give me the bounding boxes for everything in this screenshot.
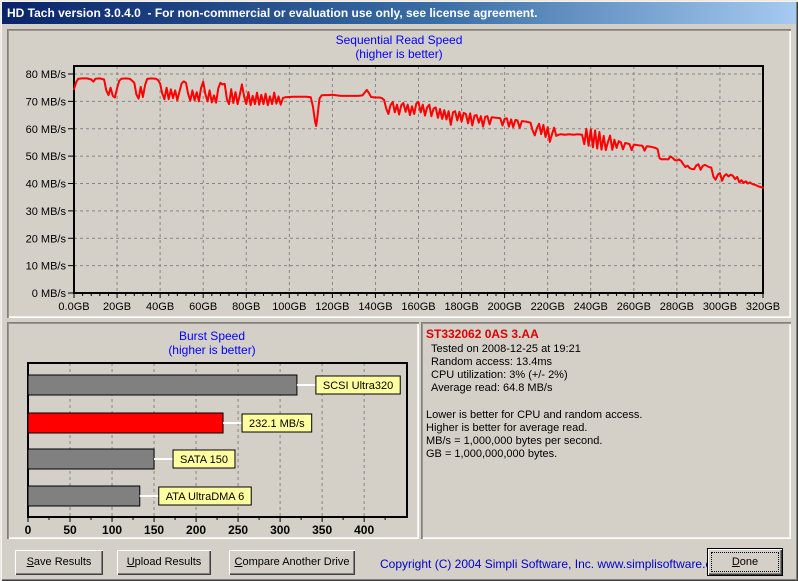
copyright-text: Copyright (C) 2004 Simpli Software, Inc.… [380, 557, 729, 571]
seq-y-tick-label: 60 MB/s [26, 124, 67, 136]
seq-chart-title: Sequential Read Speed [336, 33, 463, 47]
burst-x-tick-label: 400 [354, 523, 374, 537]
seq-x-tick-label: 40GB [146, 301, 174, 313]
burst-x-tick-label: 0 [25, 523, 32, 537]
burst-x-tick-label: 150 [144, 523, 164, 537]
seq-x-tick-label: 180GB [444, 301, 478, 313]
burst-x-tick-label: 200 [186, 523, 206, 537]
burst-bar-1 [27, 412, 224, 434]
window-title: HD Tach version 3.0.4.0 - For non-commer… [7, 6, 538, 20]
burst-bar-label-text: SATA 150 [180, 454, 228, 466]
note-gb-definition: GB = 1,000,000,000 bytes. [426, 448, 558, 460]
burst-bar-label-box [241, 413, 313, 433]
burst-bar-3 [27, 485, 141, 507]
seq-y-tick-label: 0 MB/s [32, 288, 67, 300]
seq-x-tick-label: 320GB [746, 301, 780, 313]
seq-x-tick-label: 280GB [660, 301, 694, 313]
done-button-label: Done [711, 552, 779, 572]
done-button[interactable]: Done [707, 548, 783, 576]
sequential-read-panel: 0 MB/s 10 MB/s 20 MB/s 30 MB/s 40 MB/s 50 MB/… [7, 29, 791, 318]
note-higher-better: Higher is better for average read. [426, 422, 588, 434]
seq-x-tick-label: 200GB [488, 301, 522, 313]
burst-x-tick-label: 300 [270, 523, 290, 537]
seq-y-tick-label: 80 MB/s [26, 69, 67, 81]
burst-chart-subtitle: (higher is better) [168, 343, 255, 357]
compare-another-drive-button[interactable]: Compare Another Drive [229, 550, 355, 575]
burst-bar-label-text: 232.1 MB/s [249, 418, 305, 430]
burst-axes: 0 50 100 150 200 250 300 350 400 [25, 362, 408, 537]
burst-bar-label-text: SCSI Ultra320 [323, 380, 393, 392]
burst-bar-label-box [172, 449, 236, 469]
sequential-read-chart: 0 MB/s 10 MB/s 20 MB/s 30 MB/s 40 MB/s 50 MB/… [26, 33, 780, 313]
burst-bar-0 [27, 374, 298, 396]
burst-x-tick-label: 350 [312, 523, 332, 537]
save-results-label: Save Results [26, 556, 92, 568]
title-bar[interactable]: HD Tach version 3.0.4.0 - For non-commer… [2, 2, 796, 24]
burst-speed-chart: 0 50 100 150 200 250 300 350 400 SCSI Ultra320 232… [25, 329, 408, 537]
seq-y-tick-label: 30 MB/s [26, 206, 67, 218]
seq-x-tick-label: 20GB [103, 301, 131, 313]
seq-x-tick-label: 260GB [617, 301, 651, 313]
seq-x-tick-label: 120GB [315, 301, 349, 313]
drive-name: ST332062 0AS 3.AA [426, 327, 539, 341]
notes-block: Lower is better for CPU and random acces… [425, 409, 785, 461]
average-read-line: Average read: 64.8 MB/s [431, 382, 553, 394]
seq-x-tick-label: 160GB [401, 301, 435, 313]
seq-x-tick-label: 240GB [574, 301, 608, 313]
burst-bar-label-text: ATA UltraDMA 6 [166, 491, 244, 503]
burst-x-tick-label: 50 [63, 523, 77, 537]
burst-bar-2 [27, 448, 155, 470]
save-results-button[interactable]: Save Results [15, 550, 103, 575]
seq-x-tick-label: 220GB [531, 301, 565, 313]
burst-bar-label-box [315, 375, 401, 395]
burst-x-tick-label: 100 [102, 523, 122, 537]
burst-speed-panel: 0 50 100 150 200 250 300 350 400 SCSI Ultra320 232… [7, 322, 419, 539]
burst-chart-title: Burst Speed [179, 329, 245, 343]
seq-y-tick-label: 40 MB/s [26, 179, 67, 191]
random-access-line: Random access: 13.4ms [431, 356, 553, 368]
seq-y-tick-label: 20 MB/s [26, 233, 67, 245]
seq-x-tick-label: 100GB [272, 301, 306, 313]
compare-another-drive-label: Compare Another Drive [234, 556, 350, 568]
note-mbs-definition: MB/s = 1,000,000 bytes per second. [426, 435, 603, 447]
drive-info-panel: ST332062 0AS 3.AA Tested on 2008-12-25 a… [421, 322, 791, 539]
burst-x-tick-label: 250 [228, 523, 248, 537]
seq-y-tick-label: 10 MB/s [26, 261, 67, 273]
upload-results-label: Upload Results [126, 556, 202, 568]
seq-chart-subtitle: (higher is better) [355, 47, 442, 61]
read-speed-line [73, 77, 764, 189]
tested-on-line: Tested on 2008-12-25 at 19:21 [431, 343, 581, 355]
seq-x-tick-label: 140GB [358, 301, 392, 313]
seq-y-tick-label: 50 MB/s [26, 151, 67, 163]
burst-bar-label-box [158, 486, 252, 506]
seq-x-tick-label: 0.0GB [58, 301, 89, 313]
seq-x-tick-label: 80GB [232, 301, 260, 313]
seq-y-tick-label: 70 MB/s [26, 96, 67, 108]
note-lower-better: Lower is better for CPU and random acces… [426, 409, 643, 421]
seq-axes: 0 MB/s 10 MB/s 20 MB/s 30 MB/s 40 MB/s 50 MB/… [26, 65, 780, 313]
seq-x-tick-label: 300GB [703, 301, 737, 313]
seq-x-tick-label: 60GB [189, 301, 217, 313]
cpu-utilization-line: CPU utilization: 3% (+/- 2%) [431, 369, 568, 381]
upload-results-button[interactable]: Upload Results [117, 550, 211, 575]
